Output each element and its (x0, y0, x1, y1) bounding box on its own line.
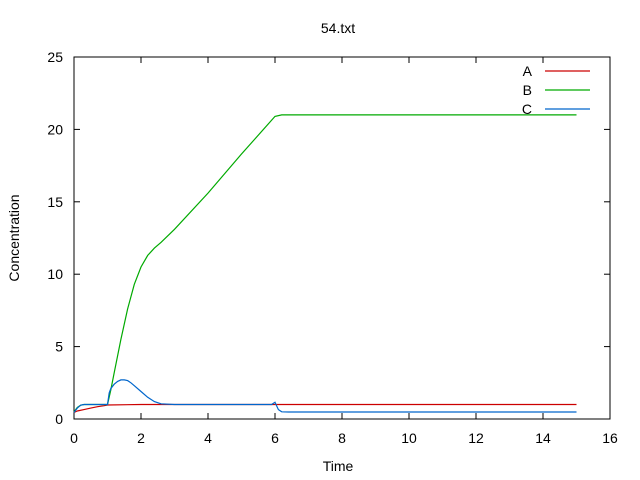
x-tick-label: 8 (338, 430, 346, 446)
series-group (73, 114, 577, 414)
x-tick-label: 12 (468, 430, 484, 446)
legend-label-b: B (523, 82, 532, 98)
x-tick-label: 0 (70, 430, 78, 446)
legend-label-a: A (523, 63, 533, 79)
y-tick-label: 10 (47, 266, 63, 282)
series-line-a (73, 403, 577, 414)
chart-title: 54.txt (321, 20, 355, 36)
x-tick-label: 2 (137, 430, 145, 446)
series-line-b (73, 114, 577, 413)
legend-label-c: C (522, 101, 532, 117)
x-tick-label: 16 (602, 430, 618, 446)
y-tick-label: 5 (55, 339, 63, 355)
y-axis-label: Concentration (6, 194, 22, 281)
x-tick-label: 14 (535, 430, 551, 446)
legend: ABC (522, 63, 590, 117)
x-tick-label: 4 (204, 430, 212, 446)
x-tick-label: 6 (271, 430, 279, 446)
x-tick-label: 10 (401, 430, 417, 446)
y-tick-label: 0 (55, 411, 63, 427)
y-tick-label: 25 (47, 49, 63, 65)
x-axis-label: Time (323, 458, 354, 474)
axis-ticks: 0 2 4 6 8 10 12 14 16 0 5 10 15 20 25 (47, 49, 618, 446)
series-line-c (73, 379, 577, 413)
y-tick-label: 20 (47, 121, 63, 137)
y-tick-label: 15 (47, 194, 63, 210)
